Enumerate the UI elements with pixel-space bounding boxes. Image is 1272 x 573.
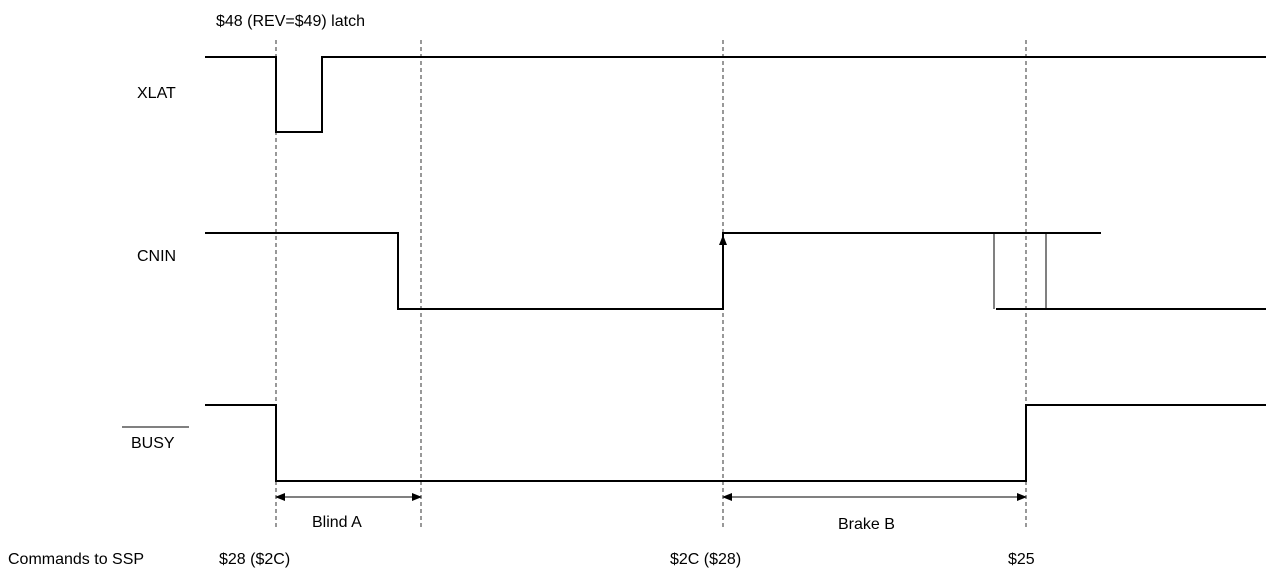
command-second: $2C ($28) (670, 551, 741, 568)
command-first: $28 ($2C) (219, 551, 290, 568)
commands-label: Commands to SSP (8, 551, 144, 568)
signal-label-cnin: CNIN (137, 248, 176, 265)
latch-annotation: $48 (REV=$49) latch (216, 13, 365, 30)
blind-interval-label: Blind A (312, 514, 362, 531)
signal-label-busy: BUSY (131, 435, 175, 452)
brake-interval-label: Brake B (838, 516, 895, 533)
signal-label-xlat: XLAT (137, 85, 176, 102)
xlat-waveform (205, 56, 1266, 133)
busy-waveform (205, 404, 1266, 482)
cnin-waveform (205, 232, 1101, 310)
command-third: $25 (1008, 551, 1035, 568)
